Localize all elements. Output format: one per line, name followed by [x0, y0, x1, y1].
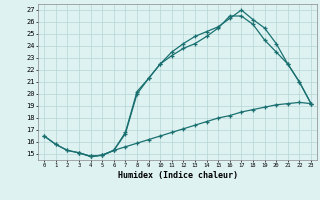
- X-axis label: Humidex (Indice chaleur): Humidex (Indice chaleur): [118, 171, 238, 180]
